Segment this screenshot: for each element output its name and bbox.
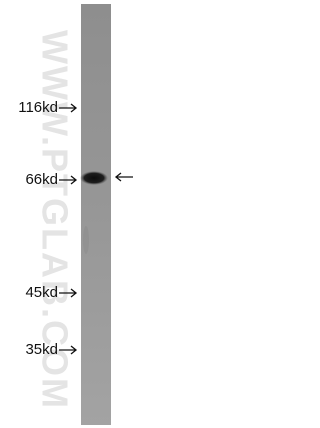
watermark: WWW.PTGLAB.COM (34, 30, 75, 410)
blot-image: WWW.PTGLAB.COM 116kd 66kd 45kd 35kd (18, 4, 133, 425)
marker-arrows (59, 103, 133, 355)
protein-band (80, 171, 108, 185)
marker-arrow (59, 175, 78, 185)
band-arrow (114, 172, 133, 182)
marker-arrow (59, 103, 78, 113)
gel-lane (81, 4, 111, 425)
page: WWW.PTGLAB.COM 116kd 66kd 45kd 35kd (() … (0, 0, 150, 428)
marker-label: 116kd (18, 99, 58, 116)
marker-label: 45kd (25, 284, 58, 301)
marker-label: 66kd (25, 171, 58, 188)
marker-arrow (59, 288, 78, 298)
marker-arrow (59, 345, 78, 355)
lane-smear (83, 226, 89, 254)
marker-label: 35kd (25, 341, 58, 358)
